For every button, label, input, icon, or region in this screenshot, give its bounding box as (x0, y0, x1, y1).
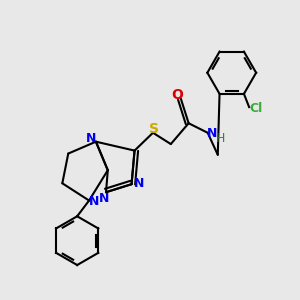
Text: S: S (149, 122, 159, 136)
Text: N: N (89, 195, 99, 208)
Text: N: N (134, 177, 145, 190)
Text: O: O (171, 88, 183, 102)
Text: H: H (215, 132, 225, 145)
Text: N: N (86, 132, 96, 145)
Text: Cl: Cl (249, 102, 262, 115)
Text: N: N (207, 127, 218, 140)
Text: N: N (99, 192, 110, 205)
